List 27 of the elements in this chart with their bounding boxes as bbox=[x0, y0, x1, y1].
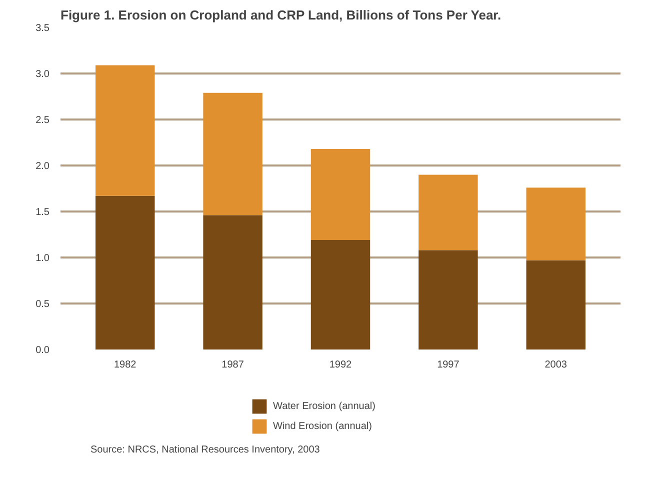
y-tick-label: 2.0 bbox=[36, 161, 50, 172]
bar bbox=[418, 250, 478, 350]
bar bbox=[310, 148, 370, 240]
x-tick-label: 1997 bbox=[437, 360, 460, 370]
bar bbox=[203, 92, 262, 216]
y-tick-label: 0.5 bbox=[36, 299, 50, 310]
y-tick-label: 1.5 bbox=[36, 207, 50, 218]
legend-label: Wind Erosion (annual) bbox=[273, 420, 372, 432]
bar bbox=[310, 240, 370, 350]
bar bbox=[203, 215, 262, 350]
y-tick-label: 3.0 bbox=[36, 69, 50, 80]
x-tick-label: 1992 bbox=[329, 360, 352, 370]
y-tick-label: 1.0 bbox=[36, 253, 50, 264]
chart-title: Figure 1. Erosion on Cropland and CRP Land, Billions of Tons Per Year. bbox=[60, 8, 502, 22]
legend-label: Water Erosion (annual) bbox=[273, 400, 376, 412]
x-tick-label: 1982 bbox=[114, 360, 137, 370]
bar bbox=[526, 260, 586, 350]
y-tick-label: 2.5 bbox=[36, 115, 50, 126]
x-tick-label: 1987 bbox=[222, 360, 244, 370]
bar bbox=[418, 174, 478, 250]
y-tick-label: 0.0 bbox=[36, 345, 50, 356]
x-tick-label: 2003 bbox=[544, 360, 568, 370]
y-tick-label: 3.5 bbox=[36, 23, 50, 34]
bar bbox=[526, 188, 586, 260]
source-note: Source: NRCS, National Resources Inventory, 2003 bbox=[90, 444, 320, 456]
bar bbox=[96, 65, 155, 196]
bar bbox=[96, 196, 155, 350]
